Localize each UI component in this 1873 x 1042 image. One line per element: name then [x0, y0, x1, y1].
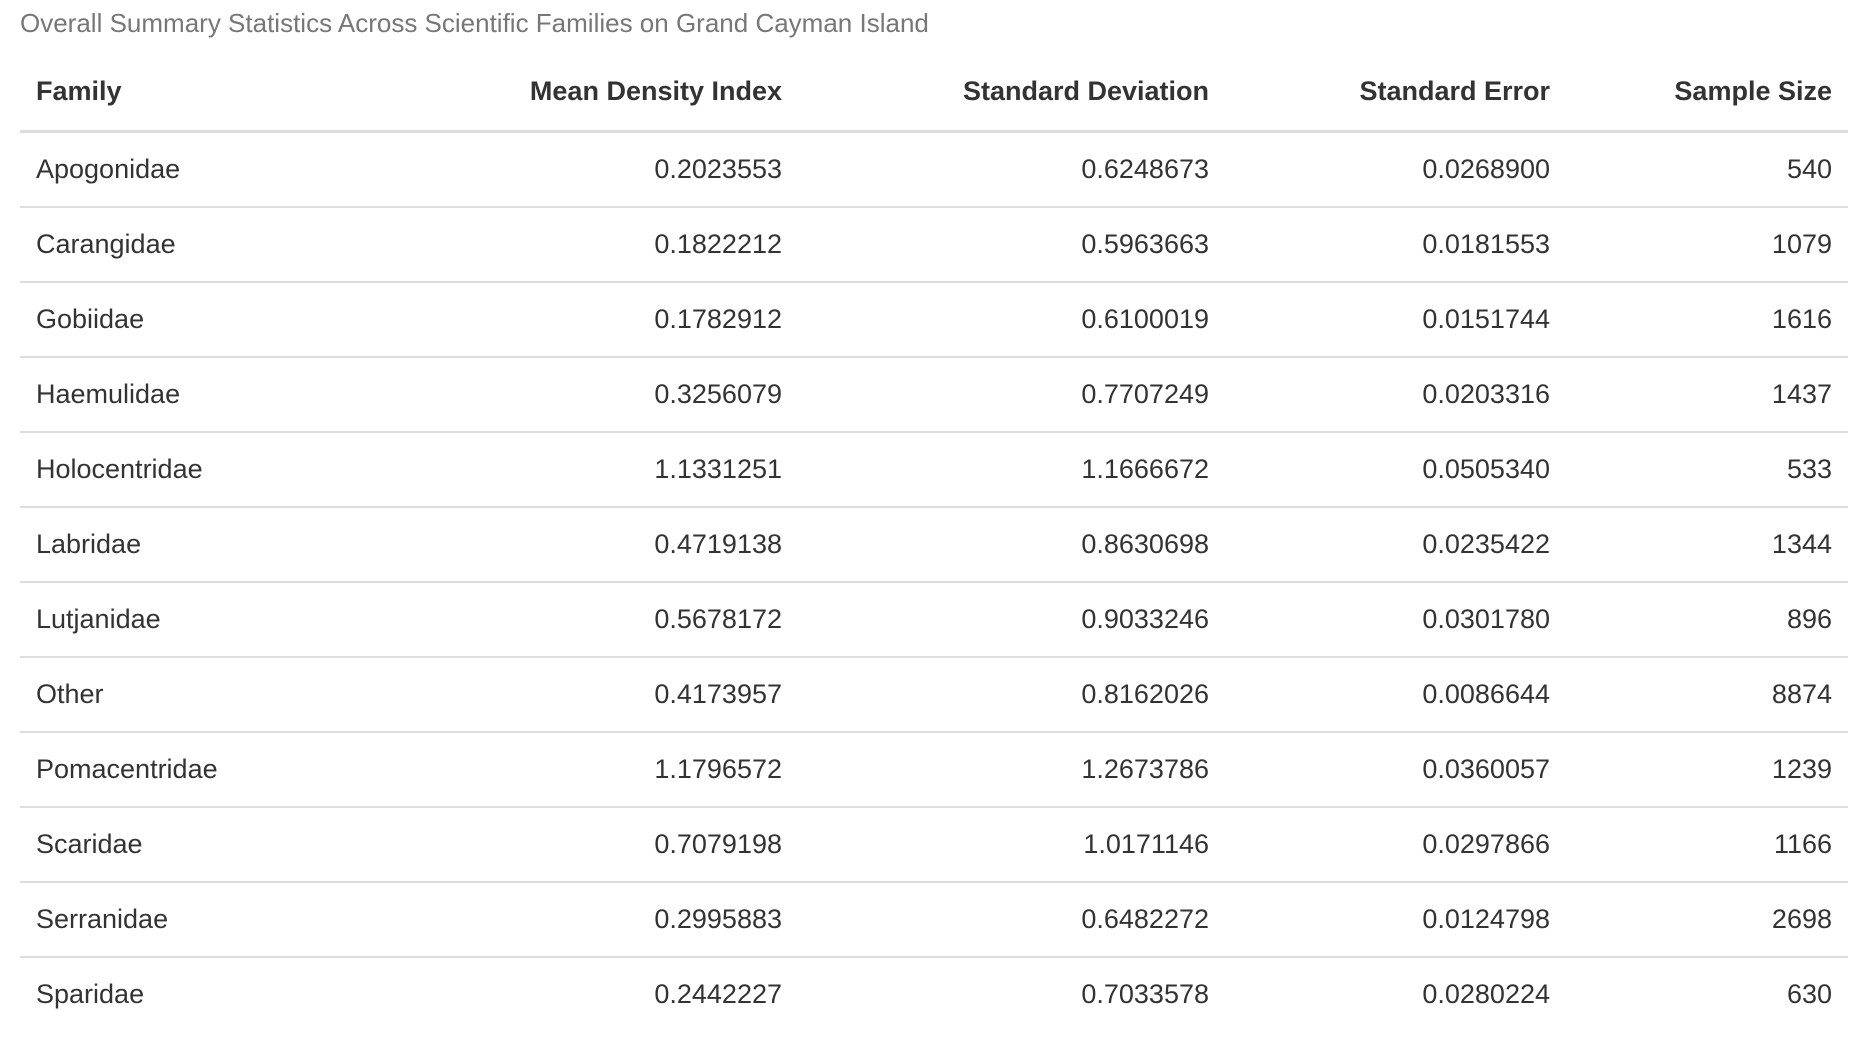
cell-sample-size: 8874	[1566, 656, 1848, 732]
header-mean-density-index: Mean Density Index	[445, 52, 798, 133]
cell-standard-deviation: 0.5963663	[798, 206, 1225, 282]
cell-family: Labridae	[20, 506, 445, 582]
cell-standard-deviation: 0.9033246	[798, 581, 1225, 657]
table-row: Haemulidae 0.3256079 0.7707249 0.0203316…	[20, 356, 1848, 432]
cell-mean-density-index: 0.2023553	[654, 154, 782, 184]
cell-mean-density-index: 1.1796572	[445, 731, 798, 807]
cell-family: Gobiidae	[20, 281, 445, 357]
cell-sample-size: 896	[1566, 581, 1848, 657]
cell-sample-size: 630	[1566, 956, 1848, 1031]
cell-family: Other	[20, 656, 445, 732]
cell-mean-density-index: 0.4173957	[445, 656, 798, 732]
cell-sample-size: 1079	[1566, 206, 1848, 282]
cell-standard-error: 0.0505340	[1225, 431, 1566, 507]
cell-sample-size: 2698	[1566, 881, 1848, 957]
header-row: Family Mean Density Index Standard Devia…	[20, 52, 1848, 133]
cell-standard-error: 0.0203316	[1225, 356, 1566, 432]
cell-standard-error: 0.0297866	[1225, 806, 1566, 882]
cell-standard-error: 0.0181553	[1225, 206, 1566, 282]
header-sample-size: Sample Size	[1566, 52, 1848, 133]
cell-mean-density-index: 0.4719138	[445, 506, 798, 582]
cell-standard-error: 0.0086644	[1225, 656, 1566, 732]
cell-mean-density-index: 0.5678172	[445, 581, 798, 657]
cell-mean-density-index: 1.1331251	[445, 431, 798, 507]
cell-standard-deviation: 0.7707249	[798, 356, 1225, 432]
table-row: Other 0.4173957 0.8162026 0.0086644 8874	[20, 656, 1848, 732]
table-row: Apogonidae 0.2023553 0.6248673 0.0268900…	[20, 132, 1848, 208]
cell-mean-density-index: 0.1822212	[445, 206, 798, 282]
cell-standard-deviation: 0.7033578	[798, 956, 1225, 1031]
cell-standard-error: 0.0280224	[1225, 956, 1566, 1031]
table-header: Family Mean Density Index Standard Devia…	[20, 52, 1848, 133]
cell-standard-deviation: 0.6248673	[1081, 154, 1209, 184]
summary-table-container: Overall Summary Statistics Across Scient…	[20, 0, 1848, 1031]
header-standard-deviation: Standard Deviation	[798, 52, 1225, 133]
cell-family: Holocentridae	[20, 431, 445, 507]
cell-sample-size: 1344	[1566, 506, 1848, 582]
table-row: Pomacentridae 1.1796572 1.2673786 0.0360…	[20, 731, 1848, 807]
cell-mean-density-index: 0.1782912	[445, 281, 798, 357]
cell-standard-deviation: 1.2673786	[798, 731, 1225, 807]
cell-standard-error: 0.0301780	[1225, 581, 1566, 657]
cell-standard-deviation: 1.0171146	[798, 806, 1225, 882]
table-row: Holocentridae 1.1331251 1.1666672 0.0505…	[20, 431, 1848, 507]
cell-sample-size: 1166	[1566, 806, 1848, 882]
cell-standard-error: 0.0360057	[1225, 731, 1566, 807]
table-row: Scaridae 0.7079198 1.0171146 0.0297866 1…	[20, 806, 1848, 882]
cell-family: Scaridae	[20, 806, 445, 882]
cell-standard-deviation: 0.8162026	[798, 656, 1225, 732]
cell-standard-error: 0.0235422	[1225, 506, 1566, 582]
cell-mean-density-index: 0.2442227	[445, 956, 798, 1031]
cell-mean-density-index: 0.2995883	[445, 881, 798, 957]
cell-sample-size: 533	[1566, 431, 1848, 507]
cell-standard-deviation: 0.8630698	[798, 506, 1225, 582]
cell-mean-density-index: 0.3256079	[445, 356, 798, 432]
cell-standard-error: 0.0268900	[1422, 154, 1550, 184]
cell-standard-deviation: 0.6100019	[798, 281, 1225, 357]
header-standard-error: Standard Error	[1225, 52, 1566, 133]
table-row: Labridae 0.4719138 0.8630698 0.0235422 1…	[20, 506, 1848, 582]
cell-sample-size: 1437	[1566, 356, 1848, 432]
summary-table: Family Mean Density Index Standard Devia…	[20, 52, 1848, 1031]
cell-family: Sparidae	[20, 956, 445, 1031]
cell-mean-density-index: 0.7079198	[445, 806, 798, 882]
cell-standard-deviation: 0.6482272	[798, 881, 1225, 957]
cell-family: Apogonidae	[36, 154, 181, 184]
header-family: Family	[20, 52, 445, 133]
cell-standard-deviation: 1.1666672	[798, 431, 1225, 507]
table-row: Serranidae 0.2995883 0.6482272 0.0124798…	[20, 881, 1848, 957]
cell-family: Lutjanidae	[20, 581, 445, 657]
table-row: Lutjanidae 0.5678172 0.9033246 0.0301780…	[20, 581, 1848, 657]
cell-family: Carangidae	[20, 206, 445, 282]
cell-sample-size: 1616	[1566, 281, 1848, 357]
cell-family: Haemulidae	[20, 356, 445, 432]
table-row: Gobiidae 0.1782912 0.6100019 0.0151744 1…	[20, 281, 1848, 357]
cell-standard-error: 0.0151744	[1225, 281, 1566, 357]
cell-sample-size: 1239	[1566, 731, 1848, 807]
table-caption: Overall Summary Statistics Across Scient…	[20, 8, 929, 38]
cell-family: Serranidae	[20, 881, 445, 957]
cell-sample-size: 540	[1786, 154, 1832, 184]
cell-standard-error: 0.0124798	[1225, 881, 1566, 957]
table-row: Sparidae 0.2442227 0.7033578 0.0280224 6…	[20, 956, 1848, 1031]
table-body: Apogonidae 0.2023553 0.6248673 0.0268900…	[20, 132, 1848, 1031]
cell-family: Pomacentridae	[20, 731, 445, 807]
table-row: Carangidae 0.1822212 0.5963663 0.0181553…	[20, 206, 1848, 282]
